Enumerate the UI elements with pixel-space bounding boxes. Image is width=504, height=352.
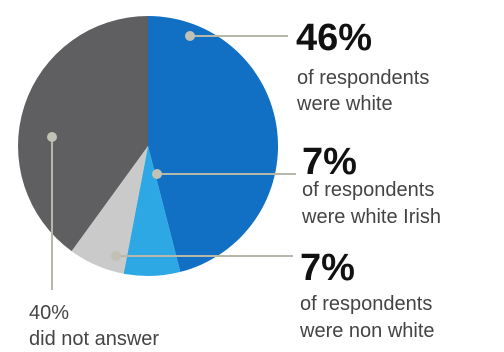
annotation-non-white-line1: of respondents bbox=[300, 293, 432, 315]
annotation-white-value: 46% bbox=[296, 17, 372, 59]
pie-slices bbox=[18, 15, 279, 277]
leader-dot-white-irish bbox=[152, 169, 162, 179]
annotation-white-line1: of respondents bbox=[297, 67, 429, 89]
annotation-white-irish-line1: of respondents bbox=[302, 179, 434, 201]
annotation-no-answer-value: 40% bbox=[29, 302, 69, 324]
annotation-no-answer-line1: did not answer bbox=[29, 328, 159, 350]
leader-dot-non-white bbox=[111, 251, 121, 261]
pie-slice-no-answer bbox=[18, 16, 148, 252]
leader-lines bbox=[47, 31, 296, 290]
annotation-white-line2: were white bbox=[296, 93, 393, 115]
annotation-non-white-value: 7% bbox=[300, 247, 355, 289]
leader-dot-no-answer bbox=[47, 132, 57, 142]
pie-slice-white bbox=[148, 15, 279, 272]
annotation-white-irish-line2: were white Irish bbox=[301, 206, 441, 228]
annotation-white-irish-value: 7% bbox=[302, 141, 357, 183]
annotation-non-white-line2: were non white bbox=[299, 320, 435, 342]
pie-slice-white-irish bbox=[123, 146, 181, 277]
pie-slice-non-white bbox=[71, 146, 148, 274]
leader-dot-white bbox=[185, 31, 195, 41]
